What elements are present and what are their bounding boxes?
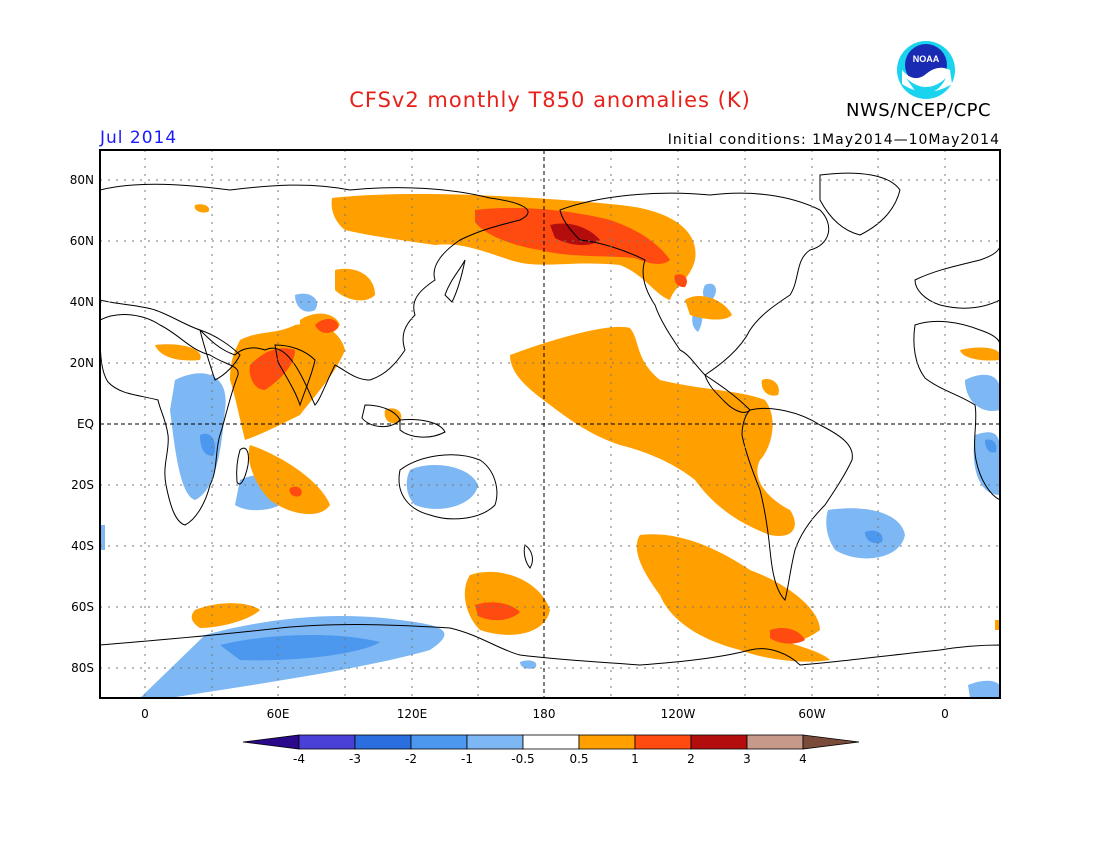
colorbar: -4 -3 -2 -1 -0.5 0.5 1 2 3 4 [242,734,860,766]
noaa-logo: NOAA [897,41,955,99]
colorbar-label: -1 [461,752,473,766]
lon-label: 120E [397,707,428,721]
colorbar-label: 0.5 [569,752,588,766]
initial-conditions: Initial conditions: 1May2014—10May2014 [667,132,1000,148]
colorbar-label: -0.5 [511,752,534,766]
colorbar-label: 4 [799,752,807,766]
lon-label: 120W [661,707,696,721]
colorbar-label: 2 [687,752,695,766]
coastlines [100,172,1000,698]
agency-label: NWS/NCEP/CPC [846,100,992,121]
lon-label: 0 [941,707,949,721]
colorbar-swatch [802,734,860,750]
colorbar-label: 3 [743,752,751,766]
lat-label: 20N [70,356,94,370]
colorbar-swatch [242,734,300,750]
colorbar-swatch [522,734,580,750]
lon-label: 60E [267,707,290,721]
colorbar-swatch [746,734,804,750]
lat-label: 60S [71,600,94,614]
lon-label: 0 [141,707,149,721]
lat-label: EQ [77,417,94,431]
lat-label: 80S [71,661,94,675]
colorbar-label: -3 [349,752,361,766]
colorbar-swatch [690,734,748,750]
colorbar-label: -4 [293,752,305,766]
map-frame [99,149,1001,699]
colorbar-swatch [634,734,692,750]
colorbar-label: -2 [405,752,417,766]
colorbar-label: 1 [631,752,639,766]
colorbar-swatch [354,734,412,750]
forecast-period: Jul 2014 [100,128,178,148]
lon-label: 60W [798,707,825,721]
noaa-logo-text: NOAA [913,54,940,64]
lat-label: 60N [70,234,94,248]
colorbar-swatch [466,734,524,750]
lat-label: 40S [71,539,94,553]
colorbar-swatch [578,734,636,750]
lat-label: 20S [71,478,94,492]
lon-label: 180 [533,707,556,721]
lat-label: 80N [70,173,94,187]
lat-label: 40N [70,295,94,309]
colorbar-swatch [410,734,468,750]
anomaly-map: 80N 60N 40N 20N EQ 20S 40S 60S 80S 0 60E… [70,149,1001,721]
map-title: CFSv2 monthly T850 anomalies (K) [349,88,751,112]
colorbar-swatch [298,734,356,750]
